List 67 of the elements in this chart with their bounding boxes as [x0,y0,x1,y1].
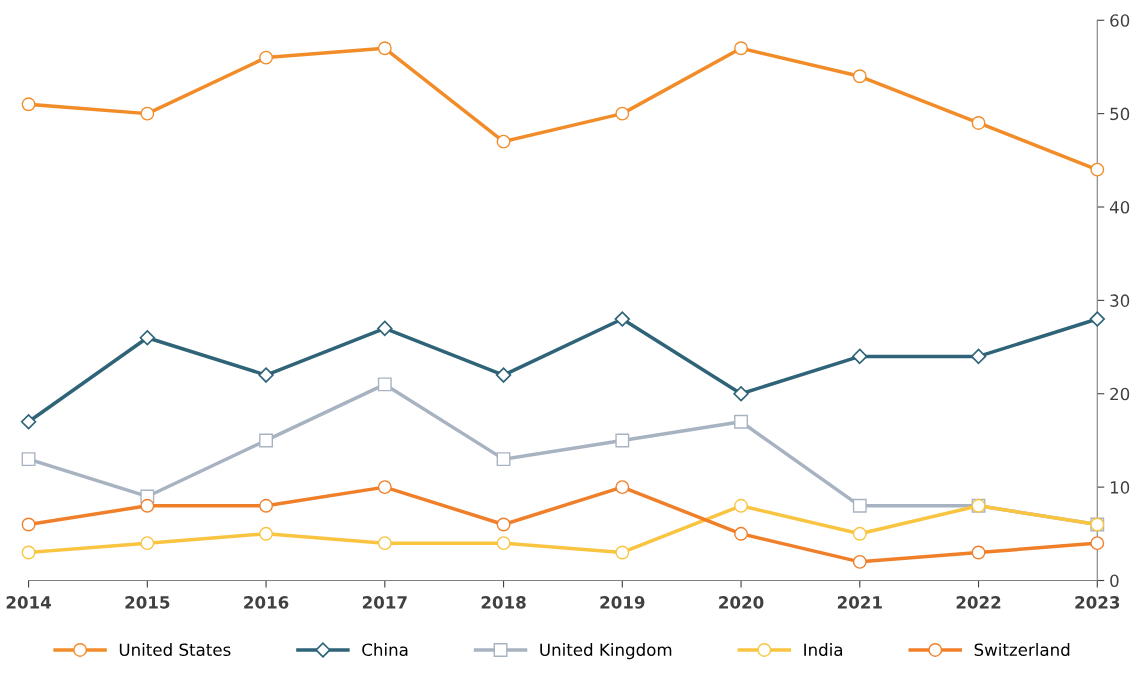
point [971,116,986,130]
point [1089,311,1105,327]
point [733,386,749,402]
y-tick-label: 60 [1110,14,1130,27]
point [852,498,867,513]
point [1090,536,1105,551]
point [614,311,631,327]
x-tick-label: 2017 [362,596,407,609]
x-tick-label: 2018 [481,596,526,609]
point [496,517,511,532]
x-tick-label: 2021 [837,596,882,609]
point [1090,162,1105,177]
point [495,367,512,383]
point [734,41,748,56]
point [139,330,156,346]
y-tick-label: 20 [1110,387,1130,401]
point [496,536,511,551]
point [970,348,987,365]
x-tick-label: 2014 [6,596,51,609]
point [377,41,392,56]
point [734,498,748,513]
legend-label: United Kingdom [540,643,672,660]
point [615,480,630,495]
point [496,134,511,149]
x-tick-label: 2023 [1075,596,1120,609]
point [615,545,630,560]
point [259,50,274,65]
point [852,526,867,541]
point [971,545,986,560]
point [496,452,511,467]
point [21,97,36,112]
point [852,554,867,569]
point [140,536,155,551]
point [258,367,274,383]
point [377,480,392,495]
point [852,348,868,365]
legend-label: United States [119,643,231,657]
point [21,517,36,532]
y-tick-label: 10 [1110,481,1130,494]
y-tick-label: 50 [1110,107,1130,121]
point [615,433,630,448]
legend-label: India [804,643,843,657]
y-tick-label: 30 [1110,294,1130,307]
x-tick-label: 2016 [244,596,289,609]
y-tick-label: 40 [1109,200,1130,214]
point [734,526,748,541]
point [259,498,274,513]
point [852,69,867,84]
x-tick-label: 2022 [956,596,1001,609]
legend-label: China [362,643,408,657]
point [140,106,155,121]
point [377,536,392,551]
point [140,498,155,513]
point [377,320,393,337]
x-tick-label: 2015 [125,596,170,609]
y-tick-label: 0 [1110,574,1119,588]
point [377,377,392,392]
point [615,106,630,121]
legend-label: Switzerland [974,643,1070,657]
point [21,452,36,467]
point [21,545,36,560]
x-tick-label: 2019 [600,596,645,609]
point [20,414,37,430]
point [259,526,274,541]
point [734,414,748,429]
point [259,433,274,448]
x-tick-label: 2020 [719,596,764,609]
